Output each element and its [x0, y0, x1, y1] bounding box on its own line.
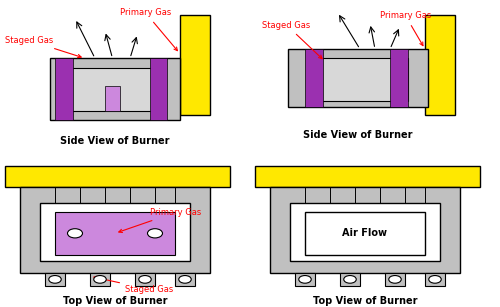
Text: Primary Gas: Primary Gas [120, 8, 178, 51]
FancyBboxPatch shape [270, 187, 460, 273]
Text: Primary Gas: Primary Gas [380, 11, 431, 46]
Circle shape [139, 276, 151, 283]
Text: Top View of Burner: Top View of Burner [63, 296, 167, 306]
FancyBboxPatch shape [385, 273, 405, 286]
Text: Staged Gas: Staged Gas [5, 36, 81, 58]
FancyBboxPatch shape [290, 203, 440, 261]
Text: Top View of Burner: Top View of Burner [313, 296, 417, 306]
FancyBboxPatch shape [305, 49, 322, 107]
FancyBboxPatch shape [305, 212, 425, 255]
FancyBboxPatch shape [55, 212, 175, 255]
Circle shape [94, 276, 106, 283]
FancyBboxPatch shape [90, 273, 110, 286]
Circle shape [179, 276, 191, 283]
FancyBboxPatch shape [288, 49, 428, 107]
Text: Side View of Burner: Side View of Burner [60, 136, 170, 146]
Circle shape [49, 276, 61, 283]
Text: Staged Gas: Staged Gas [94, 276, 174, 294]
FancyBboxPatch shape [175, 273, 195, 286]
Text: Side View of Burner: Side View of Burner [303, 130, 412, 140]
FancyBboxPatch shape [20, 187, 210, 273]
Text: Air Flow: Air Flow [342, 228, 388, 238]
FancyBboxPatch shape [390, 49, 407, 107]
FancyBboxPatch shape [180, 15, 210, 115]
FancyBboxPatch shape [135, 273, 155, 286]
FancyBboxPatch shape [425, 273, 445, 286]
Text: Primary Gas: Primary Gas [119, 208, 201, 232]
Circle shape [389, 276, 401, 283]
FancyBboxPatch shape [40, 203, 190, 261]
FancyBboxPatch shape [425, 15, 455, 115]
FancyBboxPatch shape [308, 58, 408, 101]
Circle shape [429, 276, 442, 283]
Circle shape [299, 276, 311, 283]
FancyBboxPatch shape [340, 273, 360, 286]
FancyBboxPatch shape [55, 58, 72, 120]
Circle shape [68, 229, 82, 238]
FancyBboxPatch shape [150, 58, 168, 120]
FancyBboxPatch shape [5, 166, 230, 187]
FancyBboxPatch shape [105, 86, 120, 111]
Text: Staged Gas: Staged Gas [262, 21, 322, 59]
Circle shape [148, 229, 162, 238]
FancyBboxPatch shape [65, 68, 165, 111]
FancyBboxPatch shape [45, 273, 65, 286]
FancyBboxPatch shape [255, 166, 480, 187]
FancyBboxPatch shape [295, 273, 315, 286]
FancyBboxPatch shape [50, 58, 180, 120]
Circle shape [344, 276, 356, 283]
